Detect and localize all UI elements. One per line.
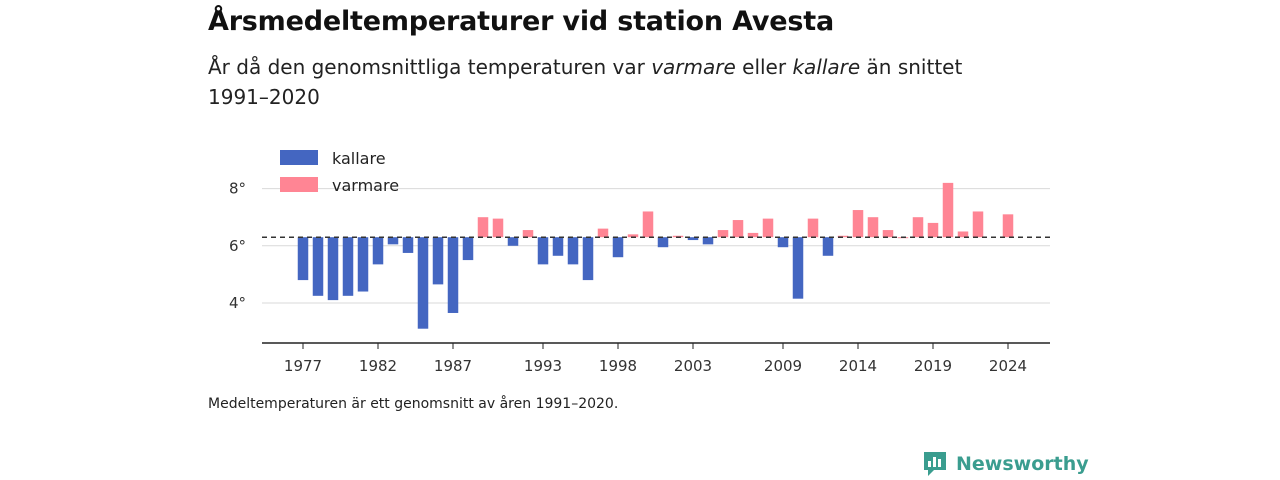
bar-1977 [297, 237, 309, 281]
bar-1979 [327, 237, 339, 301]
bar-1981 [357, 237, 369, 292]
x-tick-label: 2019 [914, 357, 952, 375]
bar-2018 [912, 217, 924, 238]
legend-label-kallare: kallare [332, 149, 386, 168]
bar-2021 [957, 231, 969, 238]
bar-1991 [507, 237, 519, 246]
bar-2006 [732, 220, 744, 238]
chart-title: Årsmedeltemperaturer vid station Avesta [208, 6, 834, 37]
bar-1985 [417, 237, 429, 329]
bar-2003 [687, 237, 699, 241]
subtitle-part: än snittet 1991–2020 [208, 55, 963, 109]
bar-1978 [312, 237, 324, 296]
subtitle-part: År då den genomsnittliga temperaturen va… [208, 55, 652, 79]
legend-swatch-varmare [280, 177, 318, 192]
legend-swatch-kallare [280, 150, 318, 165]
bar-2007 [747, 232, 759, 238]
y-tick-label: 4° [229, 294, 246, 312]
bar-2001 [657, 237, 669, 248]
x-tick-label: 2009 [764, 357, 802, 375]
bar-2004 [702, 237, 714, 245]
bar-2016 [882, 230, 894, 238]
newsworthy-logo-icon [924, 452, 946, 476]
bar-1990 [492, 218, 504, 238]
bar-2010 [792, 237, 804, 299]
bar-2012 [822, 237, 834, 256]
bar-1992 [522, 230, 534, 238]
x-tick-label: 2003 [674, 357, 712, 375]
bar-1995 [567, 237, 579, 265]
subtitle-warm: varmare [651, 55, 736, 79]
bar-2005 [717, 230, 729, 238]
bar-1996 [582, 237, 594, 281]
subtitle-cold: kallare [792, 55, 861, 79]
legend-label-varmare: varmare [332, 176, 399, 195]
x-tick-label: 2014 [839, 357, 877, 375]
bar-1988 [462, 237, 474, 261]
bar-1986 [432, 237, 444, 285]
bar-2008 [762, 218, 774, 238]
bar-1989 [477, 217, 489, 238]
bar-1993 [537, 237, 549, 265]
bar-1980 [342, 237, 354, 296]
x-tick-label: 1987 [434, 357, 472, 375]
bar-1997 [597, 228, 609, 238]
x-tick-label: 1993 [524, 357, 562, 375]
bar-2020 [942, 182, 954, 238]
chart-subtitle: År då den genomsnittliga temperaturen va… [208, 52, 1028, 112]
x-tick-label: 1977 [284, 357, 322, 375]
bar-1984 [402, 237, 414, 253]
bar-2024 [1002, 214, 1014, 238]
bar-2011 [807, 218, 819, 238]
bar-1998 [612, 237, 624, 258]
bar-1987 [447, 237, 459, 313]
y-tick-label: 8° [229, 180, 246, 198]
bar-2015 [867, 217, 879, 238]
y-tick-label: 6° [229, 237, 246, 255]
bar-1982 [372, 237, 384, 265]
x-tick-label: 1982 [359, 357, 397, 375]
bar-1983 [387, 237, 399, 245]
bar-2000 [642, 211, 654, 238]
subtitle-part: eller [735, 55, 793, 79]
footnote: Medeltemperaturen är ett genomsnitt av å… [208, 396, 619, 412]
x-tick-label: 1998 [599, 357, 637, 375]
x-tick-label: 2024 [989, 357, 1027, 375]
brand-name: Newsworthy [956, 453, 1089, 475]
bar-1999 [627, 234, 639, 238]
bar-2019 [927, 222, 939, 238]
bar-2022 [972, 211, 984, 238]
bar-1994 [552, 237, 564, 256]
bar-2014 [852, 210, 864, 238]
brand-logo: Newsworthy [922, 450, 1089, 478]
bar-2009 [777, 237, 789, 248]
